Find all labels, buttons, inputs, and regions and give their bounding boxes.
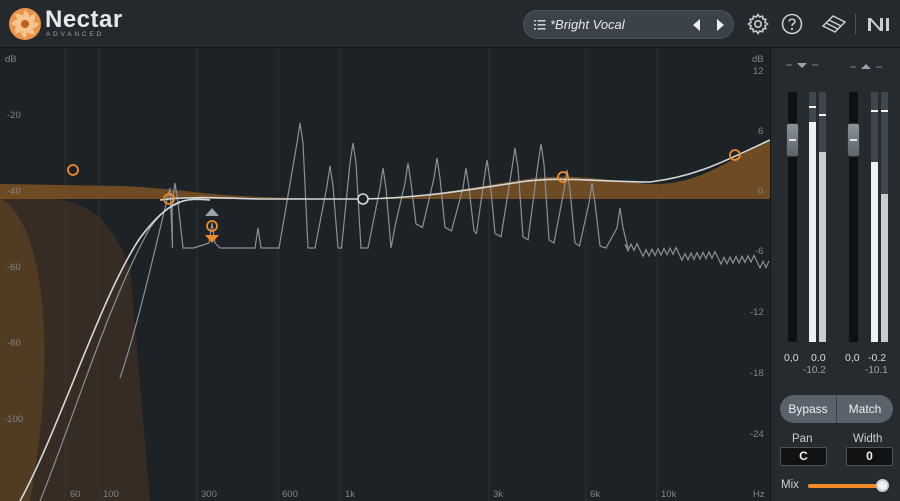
eq-band-node[interactable] (67, 164, 79, 176)
right-axis-label: -24 (750, 429, 764, 440)
freq-axis-label: 1k (345, 489, 356, 500)
output-meter-right (881, 92, 888, 342)
header-bar: Nectar ADVANCED *Bright Vocal (0, 0, 900, 48)
triangle-down-icon[interactable] (786, 62, 818, 70)
left-axis-label: -20 (7, 110, 21, 121)
gear-icon[interactable] (746, 12, 770, 36)
mix-slider-handle[interactable] (876, 479, 889, 492)
triangle-right-icon[interactable] (712, 16, 728, 34)
freq-axis-label: 600 (282, 489, 298, 500)
freq-axis-label: 60 (70, 489, 81, 500)
match-button[interactable]: Match (848, 402, 882, 416)
bypass-match-group: Bypass Match (780, 395, 893, 423)
pan-label: Pan (792, 433, 813, 445)
width-label: Width (853, 433, 883, 445)
left-axis-unit: dB (5, 54, 17, 65)
output-rms-value: -10.1 (865, 365, 888, 376)
eq-band-node[interactable] (206, 220, 218, 232)
eq-band-node-selected[interactable] (357, 193, 369, 205)
right-axis-label: 12 (753, 66, 764, 77)
eq-graph[interactable] (0, 48, 770, 501)
preset-selector[interactable]: *Bright Vocal (523, 10, 734, 39)
left-axis-label: -100 (4, 414, 24, 425)
output-panel: 0,0 0.0 -10.2 0,0 -0.2 -10.1 Bypass Matc… (770, 48, 900, 501)
input-fader-value: 0,0 (784, 352, 799, 364)
freq-axis-label: 100 (103, 489, 119, 500)
triangle-up-icon[interactable] (850, 62, 882, 70)
width-field[interactable]: 0 (846, 447, 893, 466)
eq-band-node[interactable] (557, 171, 569, 183)
freq-axis-label: 10k (661, 489, 677, 500)
right-axis-label: -12 (750, 307, 764, 318)
input-meter-left (809, 92, 816, 342)
band-gain-down-icon[interactable] (205, 235, 219, 243)
eq-band-node[interactable] (729, 149, 741, 161)
pan-field[interactable]: C (780, 447, 827, 466)
right-axis-label: -6 (755, 246, 764, 257)
input-meter-right (819, 92, 826, 342)
freq-axis-label: 6k (590, 489, 601, 500)
output-peak-value: -0.2 (868, 352, 887, 364)
nectar-logo-icon (9, 8, 41, 40)
band-gain-up-icon[interactable] (205, 208, 219, 216)
eq-band-node[interactable] (163, 193, 175, 205)
freq-axis-unit: Hz (753, 489, 765, 500)
input-rms-value: -10.2 (803, 365, 826, 376)
input-fader-knob[interactable] (786, 123, 799, 157)
right-axis-label: -18 (750, 368, 764, 379)
output-fader-knob[interactable] (847, 123, 860, 157)
header-divider (855, 14, 856, 34)
app-name: Nectar (45, 6, 123, 33)
mix-label: Mix (781, 479, 799, 491)
input-fader-track[interactable] (788, 92, 797, 342)
app-edition: ADVANCED (46, 31, 105, 38)
triangle-left-icon[interactable] (689, 16, 705, 34)
preset-name[interactable]: *Bright Vocal (550, 17, 625, 32)
resize-icon[interactable] (820, 12, 848, 36)
eq-display[interactable]: dB -20 -40 -60 -80 -100 dB 12 6 0 -6 -12… (0, 48, 770, 501)
output-meter-left (871, 92, 878, 342)
output-fader-track[interactable] (849, 92, 858, 342)
output-fader-value: 0,0 (845, 352, 860, 364)
left-axis-label: -80 (7, 338, 21, 349)
input-peak-value: 0.0 (811, 352, 826, 364)
right-axis-unit: dB (752, 54, 764, 65)
ni-logo-icon[interactable] (866, 12, 892, 36)
freq-axis-label: 300 (201, 489, 217, 500)
left-axis-label: -40 (7, 186, 21, 197)
left-axis-label: -60 (7, 262, 21, 273)
bypass-button[interactable]: Bypass (788, 402, 828, 416)
mix-slider[interactable] (808, 484, 886, 488)
freq-axis-label: 3k (493, 489, 504, 500)
list-icon[interactable] (534, 19, 546, 31)
button-divider (836, 395, 837, 423)
right-axis-label: 0 (758, 186, 764, 197)
help-icon[interactable] (780, 12, 804, 36)
right-axis-label: 6 (758, 126, 764, 137)
